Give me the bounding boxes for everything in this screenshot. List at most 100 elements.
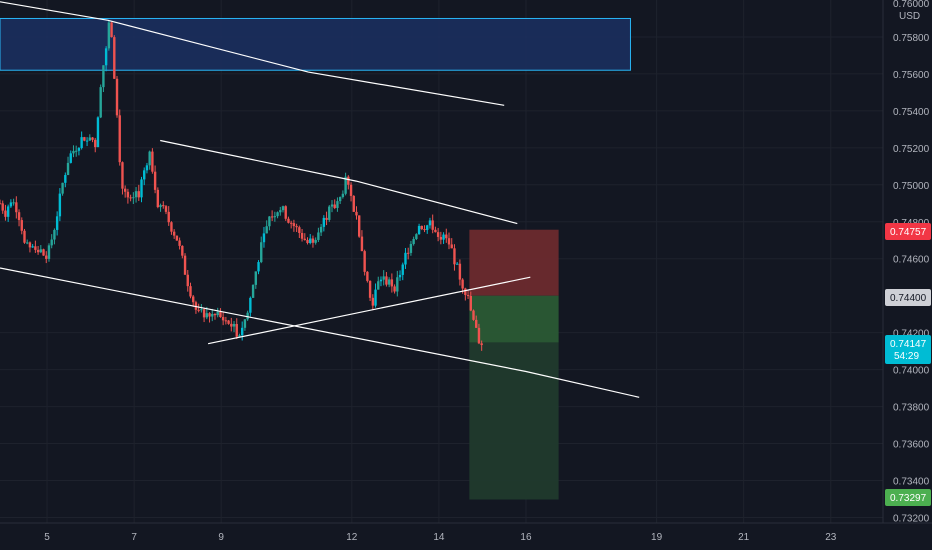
candle-body [262, 233, 266, 243]
candle-body [455, 263, 459, 265]
candle-body [200, 309, 203, 311]
candle-body [159, 205, 162, 208]
candle-body [461, 279, 464, 289]
candle-body [358, 215, 361, 237]
candle-body [172, 231, 176, 236]
time-axis[interactable]: 5 7 9 12 14 16 19 21 23 [44, 532, 837, 543]
candle-body [151, 151, 154, 172]
candles [0, 20, 483, 351]
candle-body [137, 191, 140, 198]
price-tick-label: 0.75600 [893, 70, 930, 81]
candle-body [167, 211, 170, 223]
candle-body [235, 323, 238, 337]
candle-body [398, 274, 402, 278]
candle-body [265, 226, 268, 234]
candle-body [96, 117, 100, 148]
candle-body [140, 179, 143, 198]
candle-body [170, 222, 173, 232]
candle-body [423, 229, 426, 231]
candle-body [213, 314, 217, 316]
candle-body [371, 297, 375, 306]
svg-text:0.74757: 0.74757 [890, 227, 927, 238]
candle-body [281, 206, 285, 211]
candle-body [66, 162, 70, 176]
candle-body [17, 212, 21, 221]
candle-body [216, 311, 219, 316]
time-tick-label: 14 [433, 532, 445, 543]
candle-body [219, 311, 222, 318]
candle-body [469, 295, 472, 311]
candle-body [42, 249, 45, 256]
price-tick-label: 0.75000 [893, 181, 930, 192]
candle-body [39, 249, 43, 253]
upper-descending-trendline[interactable] [0, 1, 505, 106]
candle-body [284, 206, 287, 219]
candle-body [270, 216, 274, 218]
candle-body [189, 286, 192, 297]
channel-upper-trendline[interactable] [160, 139, 518, 225]
bar-countdown: 54:29 [894, 351, 919, 362]
candle-body [352, 195, 355, 212]
candle-body [480, 343, 483, 346]
candle-body [464, 288, 467, 296]
candle-body [333, 204, 336, 208]
candle-body [436, 232, 440, 237]
candle-body [238, 335, 241, 337]
candle-body [409, 243, 413, 253]
candle-body [309, 238, 312, 244]
lower-descending-trendline[interactable] [0, 267, 640, 398]
candle-body [232, 323, 236, 327]
candle-body [300, 232, 304, 239]
candle-body [181, 245, 184, 256]
candle-body [246, 312, 249, 320]
candle-body [129, 197, 132, 199]
candle-body [12, 202, 15, 204]
time-tick-label: 21 [738, 532, 750, 543]
candle-body [292, 223, 296, 227]
price-axis[interactable]: 0.76000 USD 0.75800 0.75600 0.75400 0.75200… [893, 0, 930, 524]
rising-support-trendline[interactable] [207, 276, 531, 345]
candle-body [289, 222, 293, 224]
trendlines[interactable] [0, 1, 640, 398]
candle-body [322, 217, 326, 227]
time-tick-label: 7 [131, 532, 137, 543]
candle-body [164, 206, 168, 212]
grid [0, 0, 883, 523]
candle-body [260, 242, 263, 263]
candle-body [64, 175, 67, 183]
candle-body [417, 225, 421, 235]
candle-body [145, 165, 149, 171]
candle-body [287, 218, 290, 223]
time-tick-label: 19 [651, 532, 663, 543]
candle-body [113, 37, 116, 79]
candle-body [249, 297, 252, 313]
candle-body [118, 115, 121, 163]
candle-body [77, 148, 81, 151]
candle-body [311, 238, 315, 243]
candle-body [366, 271, 369, 281]
candle-body [208, 313, 211, 317]
stop-price-badge: 0.74757 [885, 223, 931, 240]
candle-body [477, 327, 481, 344]
candle-body [450, 244, 453, 249]
candle-body [314, 239, 317, 243]
candle-body [338, 197, 342, 202]
time-tick-label: 5 [44, 532, 50, 543]
candle-body [123, 188, 127, 192]
currency-label: USD [899, 11, 920, 22]
candle-body [34, 246, 37, 250]
price-tick-label: 0.73800 [893, 403, 930, 414]
candle-body [336, 201, 339, 208]
candle-body [306, 239, 309, 244]
price-tick-label: 0.74000 [893, 366, 930, 377]
current-price-badge: 0.74147 54:29 [885, 335, 931, 364]
candle-body [230, 323, 233, 327]
candle-body [221, 317, 225, 321]
candle-body [344, 176, 347, 194]
candle-body [178, 240, 181, 246]
candle-body [319, 226, 323, 233]
candle-body [4, 210, 7, 217]
candle-body [31, 246, 34, 248]
candle-body [47, 245, 51, 259]
